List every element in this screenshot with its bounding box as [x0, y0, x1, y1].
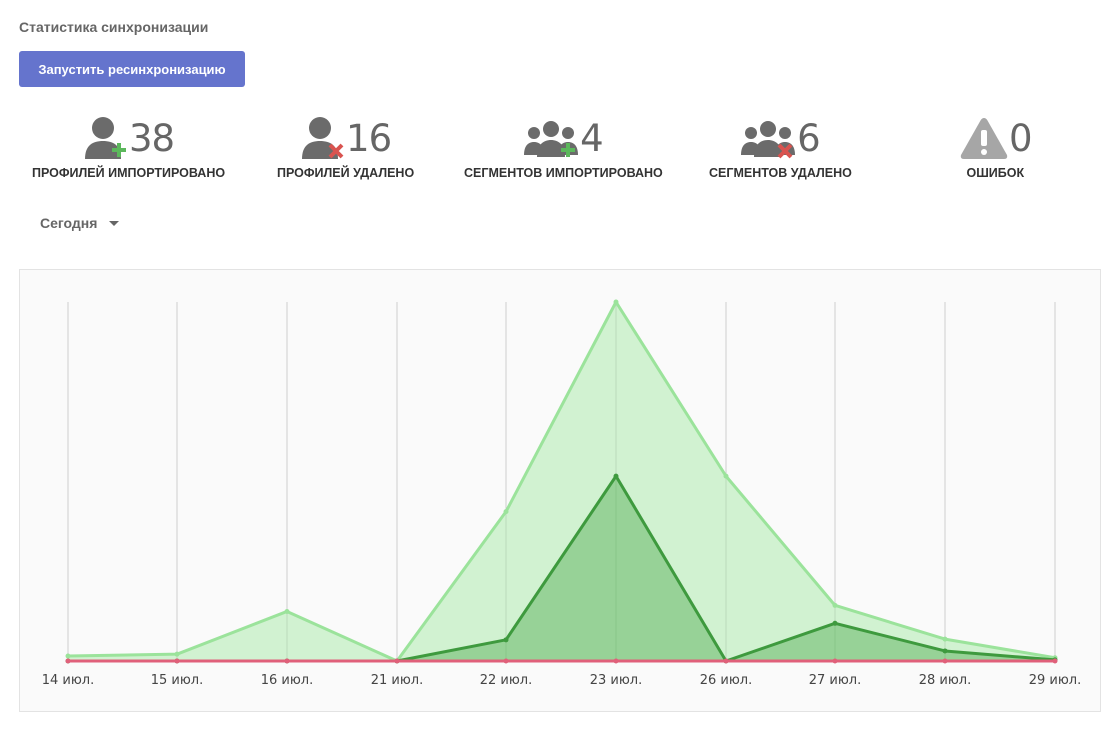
stat-label: СЕГМЕНТОВ УДАЛЕНО	[709, 166, 852, 180]
x-tick-label: 22 июл.	[480, 673, 533, 688]
series-2-point[interactable]	[613, 658, 619, 664]
x-tick-label: 14 июл.	[42, 673, 95, 688]
series-2-point[interactable]	[723, 658, 729, 664]
x-tick-label: 29 июл.	[1029, 673, 1082, 688]
period-dropdown[interactable]: Сегодня	[40, 215, 120, 231]
series-0-point[interactable]	[723, 473, 729, 479]
users-add-icon	[524, 121, 579, 157]
series-0-line	[67, 300, 1056, 663]
stat-label: ОШИБОК	[966, 166, 1025, 180]
sync-chart: 14 июл. 15 июл. 16 июл. 21 июл. 22 июл. 23 ию…	[19, 269, 1101, 712]
users-remove-icon	[741, 121, 796, 159]
stat-label: ПРОФИЛЕЙ ИМПОРТИРОВАНО	[32, 166, 226, 180]
series-1-point[interactable]	[613, 473, 619, 479]
stat-label: СЕГМЕНТОВ ИМПОРТИРОВАНО	[464, 166, 663, 180]
caret-down-icon	[109, 220, 120, 226]
series-0-point[interactable]	[503, 509, 509, 515]
stat-value: 0	[1009, 116, 1033, 160]
series-2-point[interactable]	[942, 658, 948, 664]
series-0-point[interactable]	[174, 651, 180, 657]
stat-segments-imported: 4 СЕГМЕНТОВ ИМПОРТИРОВАНО	[464, 112, 663, 181]
series-0-point[interactable]	[284, 608, 290, 614]
stat-value: 16	[346, 116, 392, 160]
series-2-point[interactable]	[174, 658, 180, 664]
stat-profiles-removed: 16 ПРОФИЛЕЙ УДАЛЕНО	[277, 112, 414, 180]
stat-label: ПРОФИЛЕЙ УДАЛЕНО	[277, 166, 415, 180]
stat-value: 6	[797, 116, 821, 160]
period-label: Сегодня	[40, 215, 98, 231]
series-2-point[interactable]	[65, 658, 71, 664]
stat-profiles-imported: 38 ПРОФИЛЕЙ ИМПОРТИРОВАНО	[32, 112, 225, 180]
x-tick-label: 27 июл.	[809, 673, 862, 688]
series-0-area	[68, 302, 1055, 661]
series-0-point[interactable]	[613, 299, 619, 305]
series-2-point[interactable]	[394, 658, 400, 664]
series-2-point[interactable]	[284, 658, 290, 664]
warning-icon	[960, 118, 1008, 159]
series-2-point[interactable]	[832, 658, 838, 664]
series-2-point[interactable]	[1052, 658, 1058, 664]
stat-segments-removed: 6 СЕГМЕНТОВ УДАЛЕНО	[709, 112, 852, 181]
series-2-point[interactable]	[503, 658, 509, 664]
x-tick-label: 15 июл.	[151, 673, 204, 688]
series-0-point[interactable]	[942, 636, 948, 642]
x-tick-label: 21 июл.	[371, 673, 424, 688]
series-0-point[interactable]	[65, 653, 71, 659]
page-title: Статистика синхронизации	[19, 19, 209, 35]
series-1-point[interactable]	[832, 620, 838, 626]
series-1-point[interactable]	[942, 648, 948, 654]
resync-button[interactable]: Запустить ресинхронизацию	[19, 51, 245, 87]
stat-value: 4	[580, 116, 604, 160]
stat-errors: 0 ОШИБОК	[959, 112, 1033, 180]
user-add-icon	[84, 117, 126, 159]
x-tick-label: 23 июл.	[590, 673, 643, 688]
x-tick-label: 16 июл.	[261, 673, 314, 688]
user-remove-icon	[302, 117, 344, 159]
series-1-area	[68, 476, 1055, 661]
x-tick-label: 28 июл.	[919, 673, 972, 688]
stat-value: 38	[128, 116, 175, 160]
chart-svg: 14 июл. 15 июл. 16 июл. 21 июл. 22 июл. 23 ию…	[42, 299, 1082, 688]
series-1-point[interactable]	[503, 637, 509, 643]
series-0-point[interactable]	[832, 602, 838, 608]
x-tick-label: 26 июл.	[700, 673, 753, 688]
